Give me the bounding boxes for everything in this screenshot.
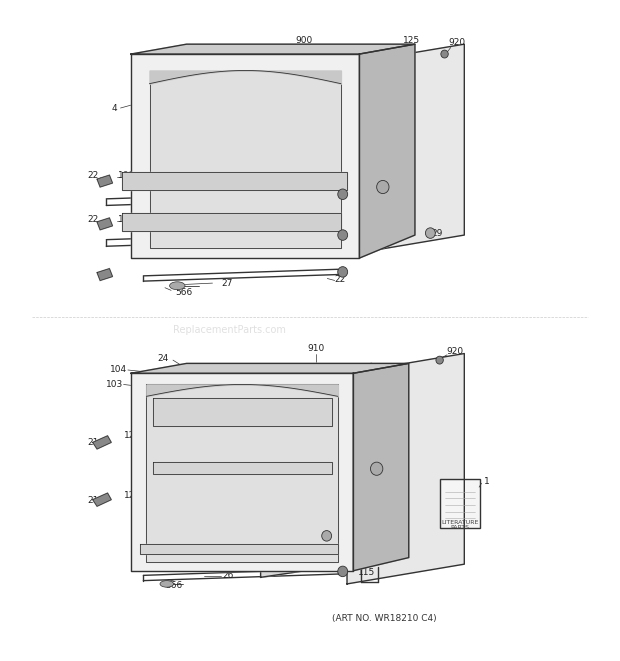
Polygon shape xyxy=(122,213,341,231)
Text: 21: 21 xyxy=(87,496,99,505)
Text: PARTS: PARTS xyxy=(450,525,469,531)
Text: 104: 104 xyxy=(110,365,127,374)
Text: 126: 126 xyxy=(124,490,141,500)
Circle shape xyxy=(338,189,348,200)
Text: 920: 920 xyxy=(446,347,464,356)
Ellipse shape xyxy=(170,282,185,290)
Polygon shape xyxy=(97,218,112,230)
Text: 108: 108 xyxy=(118,215,135,225)
Polygon shape xyxy=(347,354,464,584)
Polygon shape xyxy=(149,71,341,249)
Circle shape xyxy=(338,266,348,277)
Text: 126: 126 xyxy=(124,432,141,440)
Text: 920: 920 xyxy=(448,38,466,48)
Text: 108: 108 xyxy=(118,171,135,180)
Ellipse shape xyxy=(160,580,174,587)
Text: 21: 21 xyxy=(350,472,362,481)
Polygon shape xyxy=(153,462,332,474)
Text: 21: 21 xyxy=(321,535,332,543)
Circle shape xyxy=(425,228,435,239)
Bar xyxy=(440,479,480,528)
Text: 566: 566 xyxy=(175,288,192,297)
Circle shape xyxy=(371,462,383,475)
Circle shape xyxy=(338,230,348,241)
Text: 22: 22 xyxy=(358,224,370,233)
Text: 24: 24 xyxy=(157,354,169,364)
Text: 107: 107 xyxy=(228,400,244,408)
Text: 150: 150 xyxy=(376,463,392,472)
Polygon shape xyxy=(260,364,372,577)
Polygon shape xyxy=(260,48,372,249)
Polygon shape xyxy=(93,493,111,506)
Text: 22: 22 xyxy=(87,171,99,180)
Polygon shape xyxy=(140,545,338,555)
Polygon shape xyxy=(347,44,464,254)
Text: ReplacementParts.com: ReplacementParts.com xyxy=(174,325,286,336)
Text: 566: 566 xyxy=(166,581,183,590)
Polygon shape xyxy=(122,172,347,190)
Text: 115: 115 xyxy=(358,568,375,576)
Polygon shape xyxy=(353,364,409,570)
Polygon shape xyxy=(146,385,338,563)
Polygon shape xyxy=(97,175,112,187)
Text: 23: 23 xyxy=(143,77,154,86)
Polygon shape xyxy=(131,54,360,258)
Text: 26: 26 xyxy=(223,571,234,580)
Circle shape xyxy=(322,531,332,541)
Text: (ART NO. WR18210 C4): (ART NO. WR18210 C4) xyxy=(332,614,436,623)
Text: 150: 150 xyxy=(379,181,396,190)
Polygon shape xyxy=(93,436,111,449)
Text: 910: 910 xyxy=(308,344,325,354)
Circle shape xyxy=(377,180,389,194)
Text: 125: 125 xyxy=(403,36,420,46)
Polygon shape xyxy=(131,44,415,54)
Text: 21: 21 xyxy=(87,438,99,447)
Polygon shape xyxy=(131,373,353,570)
Text: 4: 4 xyxy=(112,104,117,112)
Text: 24: 24 xyxy=(157,65,169,73)
Polygon shape xyxy=(131,364,409,373)
Polygon shape xyxy=(153,398,332,426)
Text: 103: 103 xyxy=(106,380,123,389)
Text: 1: 1 xyxy=(484,477,490,486)
Polygon shape xyxy=(97,268,112,280)
Polygon shape xyxy=(360,44,415,258)
Circle shape xyxy=(436,356,443,364)
Circle shape xyxy=(338,566,348,576)
Text: 900: 900 xyxy=(295,36,312,46)
Text: 22: 22 xyxy=(87,215,99,225)
Circle shape xyxy=(441,50,448,58)
Text: 27: 27 xyxy=(221,278,232,288)
Text: 22: 22 xyxy=(334,275,345,284)
Text: LITERATURE: LITERATURE xyxy=(441,520,479,525)
Text: 29: 29 xyxy=(432,229,443,237)
